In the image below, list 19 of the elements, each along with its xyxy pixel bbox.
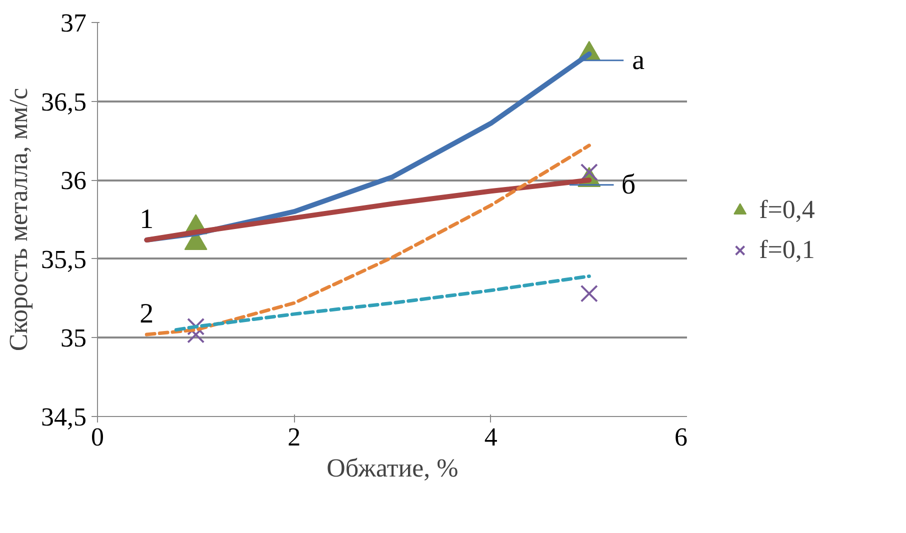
annotation: а [632,44,646,76]
x-tick-label: 6 [674,422,688,452]
x-axis-title: Обжатие, % [326,454,458,482]
x-tick-label: 4 [484,422,498,452]
x-tick-label: 0 [91,422,104,452]
y-tick-label: 35,5 [41,244,86,274]
y-tick-label: 37 [60,8,86,38]
legend-label: f=0,1 [759,234,815,264]
annotation: б [621,169,636,200]
y-tick-label: 34,5 [41,402,86,432]
y-tick-label: 35 [60,324,86,353]
y-axis-title: Скорость металла, мм/с [4,88,33,352]
y-tick-label: 36,5 [41,87,86,116]
line-series [174,274,591,332]
annotation: 2 [140,298,154,330]
y-tick-label: 36 [60,166,86,196]
legend-label: f=0,4 [759,194,815,224]
x-tick-label: 2 [288,422,301,452]
annotation: 1 [140,204,154,235]
